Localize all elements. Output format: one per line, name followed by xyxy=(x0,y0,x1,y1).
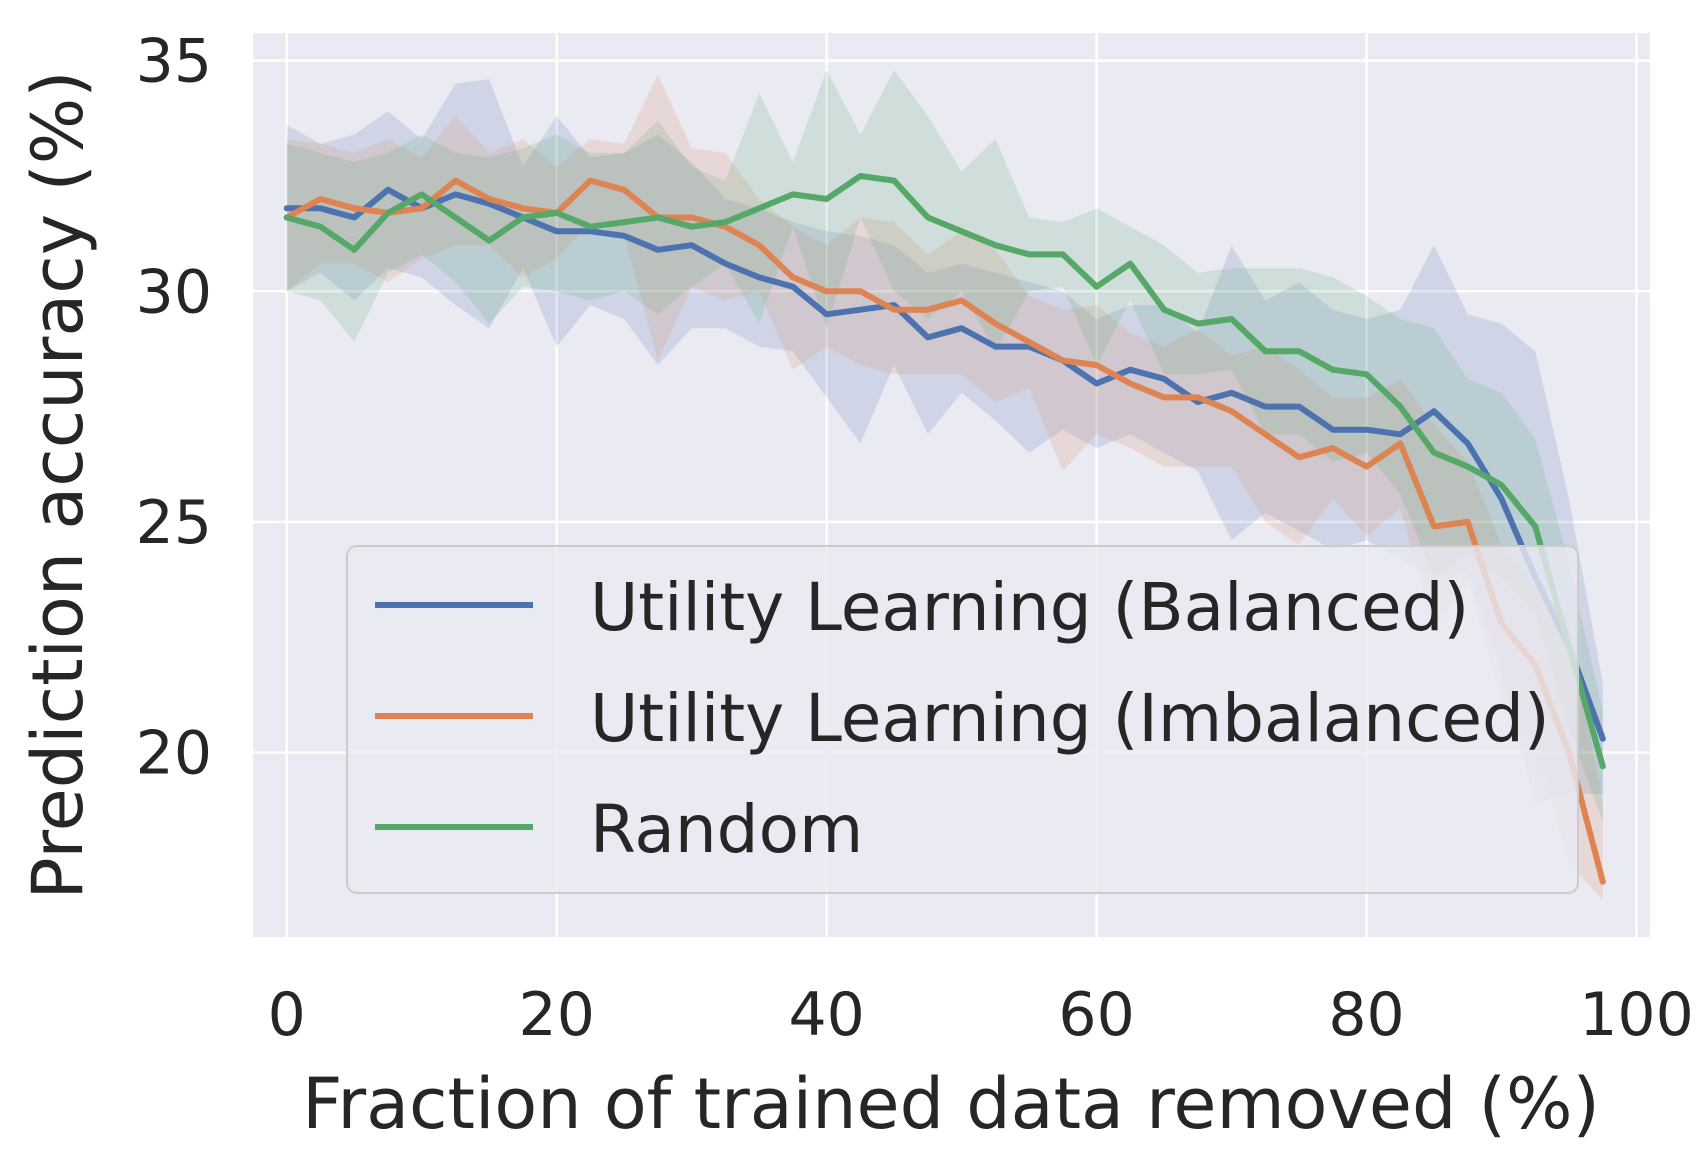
legend: Utility Learning (Balanced) Utility Lear… xyxy=(346,545,1579,894)
x-tick-label: 60 xyxy=(1058,980,1134,1050)
y-tick-label: 25 xyxy=(136,488,212,558)
x-tick-label: 20 xyxy=(519,980,595,1050)
y-tick-label: 30 xyxy=(136,257,212,327)
legend-label-balanced: Utility Learning (Balanced) xyxy=(590,569,1469,646)
y-tick-label: 35 xyxy=(136,27,212,97)
x-axis-label: Fraction of trained data removed (%) xyxy=(302,1063,1600,1145)
x-tick-label: 100 xyxy=(1579,980,1694,1050)
band-imbalanced xyxy=(286,74,1603,901)
legend-label-random: Random xyxy=(590,791,863,868)
legend-label-imbalanced: Utility Learning (Imbalanced) xyxy=(590,680,1550,757)
x-tick-labels: 0 20 40 60 80 100 xyxy=(268,980,1694,1050)
series-lines xyxy=(283,173,1606,885)
line-imbalanced xyxy=(283,177,1606,885)
x-tick-label: 80 xyxy=(1328,980,1404,1050)
y-axis-label: Prediction accuracy (%) xyxy=(17,70,99,899)
line-balanced xyxy=(283,186,1606,742)
x-tick-label: 40 xyxy=(788,980,864,1050)
band-balanced xyxy=(286,79,1603,804)
legend-box xyxy=(346,545,1579,894)
y-tick-labels: 20 25 30 35 xyxy=(136,27,212,789)
confidence-bands xyxy=(286,69,1603,901)
y-tick-label: 20 xyxy=(136,719,212,789)
line-random xyxy=(283,173,1606,770)
x-tick-label: 0 xyxy=(268,980,306,1050)
band-random xyxy=(286,69,1603,822)
